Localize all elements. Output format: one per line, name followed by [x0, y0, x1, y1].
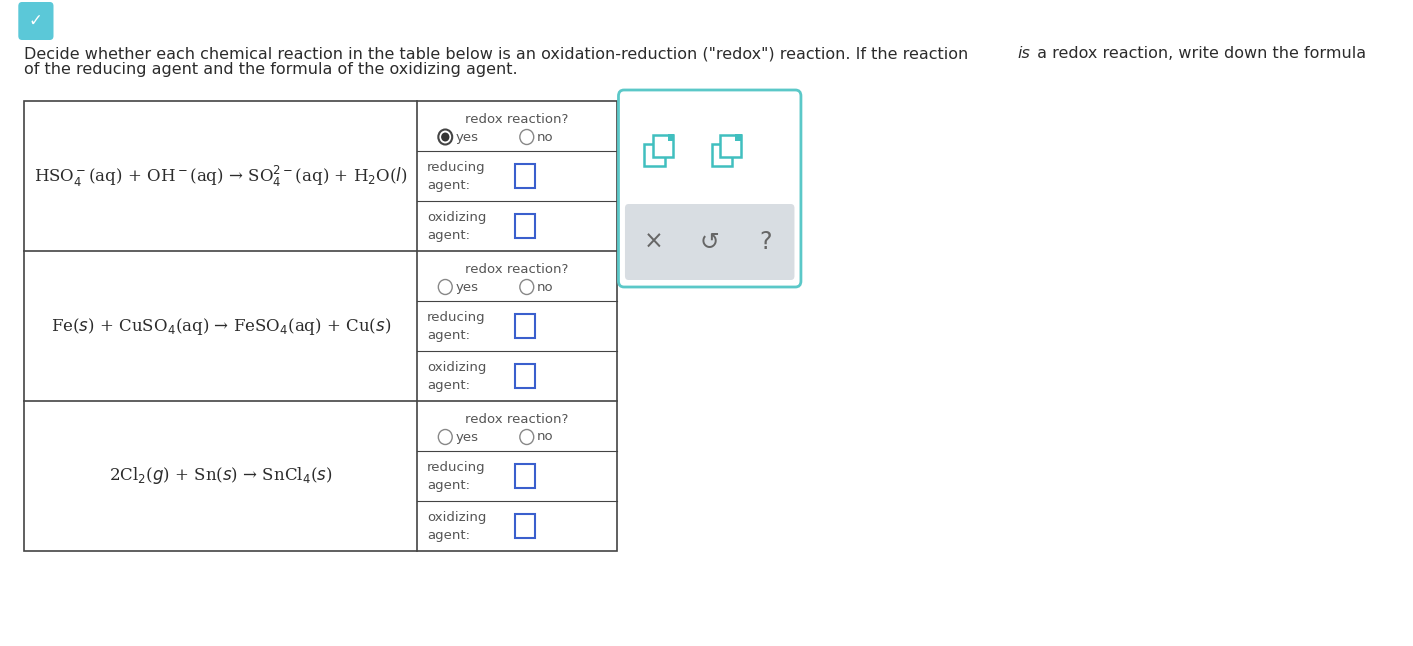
Bar	[514, 214, 536, 238]
Text: reducing
agent:: reducing agent:	[427, 461, 486, 492]
Text: yes: yes	[455, 430, 479, 444]
FancyBboxPatch shape	[625, 204, 794, 280]
Text: redox reaction?: redox reaction?	[465, 413, 569, 426]
Text: reducing
agent:: reducing agent:	[427, 311, 486, 342]
Text: no: no	[537, 130, 554, 143]
Bar	[24, 101, 616, 551]
Bar	[514, 164, 536, 188]
Bar	[721, 135, 740, 157]
Text: oxidizing
agent:: oxidizing agent:	[427, 360, 486, 391]
Circle shape	[438, 430, 452, 444]
Text: yes: yes	[455, 280, 479, 293]
Bar	[653, 135, 673, 157]
Text: redox reaction?: redox reaction?	[465, 113, 569, 126]
Bar	[514, 314, 536, 338]
Bar	[514, 514, 536, 538]
Bar	[735, 134, 742, 141]
Circle shape	[441, 132, 449, 141]
FancyBboxPatch shape	[18, 2, 54, 40]
Circle shape	[520, 280, 534, 295]
Text: oxidizing
agent:: oxidizing agent:	[427, 211, 486, 242]
Text: reducing
agent:: reducing agent:	[427, 160, 486, 191]
Text: a redox reaction, write down the formula: a redox reaction, write down the formula	[1031, 46, 1366, 61]
Text: Fe($s$) + CuSO$_4$(aq) → FeSO$_4$(aq) + Cu($s$): Fe($s$) + CuSO$_4$(aq) → FeSO$_4$(aq) + …	[51, 315, 391, 337]
Text: no: no	[537, 430, 554, 444]
Text: is: is	[1017, 46, 1030, 61]
FancyBboxPatch shape	[619, 90, 801, 287]
Text: Decide whether each chemical reaction in the table below is an oxidation-reducti: Decide whether each chemical reaction in…	[24, 46, 974, 61]
Text: no: no	[537, 280, 554, 293]
Circle shape	[520, 129, 534, 145]
Text: ×: ×	[644, 230, 664, 254]
Circle shape	[520, 430, 534, 444]
Circle shape	[438, 129, 452, 145]
Bar	[667, 134, 674, 141]
Text: 2Cl$_2$($g$) + Sn($s$) → SnCl$_4$($s$): 2Cl$_2$($g$) + Sn($s$) → SnCl$_4$($s$)	[109, 466, 332, 486]
Bar	[712, 144, 732, 166]
Text: HSO$_4^-$(aq) + OH$^-$(aq) → SO$_4^{2-}$(aq) + H$_2$O($l$): HSO$_4^-$(aq) + OH$^-$(aq) → SO$_4^{2-}$…	[34, 163, 407, 189]
Bar	[644, 144, 664, 166]
Bar	[514, 464, 536, 488]
Text: ✓: ✓	[28, 12, 42, 30]
Text: oxidizing
agent:: oxidizing agent:	[427, 510, 486, 541]
Text: yes: yes	[455, 130, 479, 143]
Text: of the reducing agent and the formula of the oxidizing agent.: of the reducing agent and the formula of…	[24, 62, 517, 77]
Bar	[514, 364, 536, 388]
Text: ↺: ↺	[699, 230, 719, 254]
Text: redox reaction?: redox reaction?	[465, 263, 569, 276]
Text: ?: ?	[759, 230, 771, 254]
Circle shape	[438, 280, 452, 295]
